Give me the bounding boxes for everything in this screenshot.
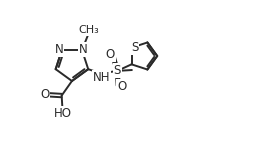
- Text: CH₃: CH₃: [79, 25, 99, 35]
- Text: O: O: [40, 88, 49, 101]
- Text: N: N: [79, 43, 88, 56]
- Text: S: S: [131, 41, 138, 54]
- Text: S: S: [114, 64, 121, 77]
- Text: O: O: [105, 48, 114, 61]
- Text: NH: NH: [93, 71, 111, 84]
- Text: N: N: [54, 43, 63, 56]
- Text: HO: HO: [54, 107, 72, 120]
- Text: O: O: [117, 80, 127, 93]
